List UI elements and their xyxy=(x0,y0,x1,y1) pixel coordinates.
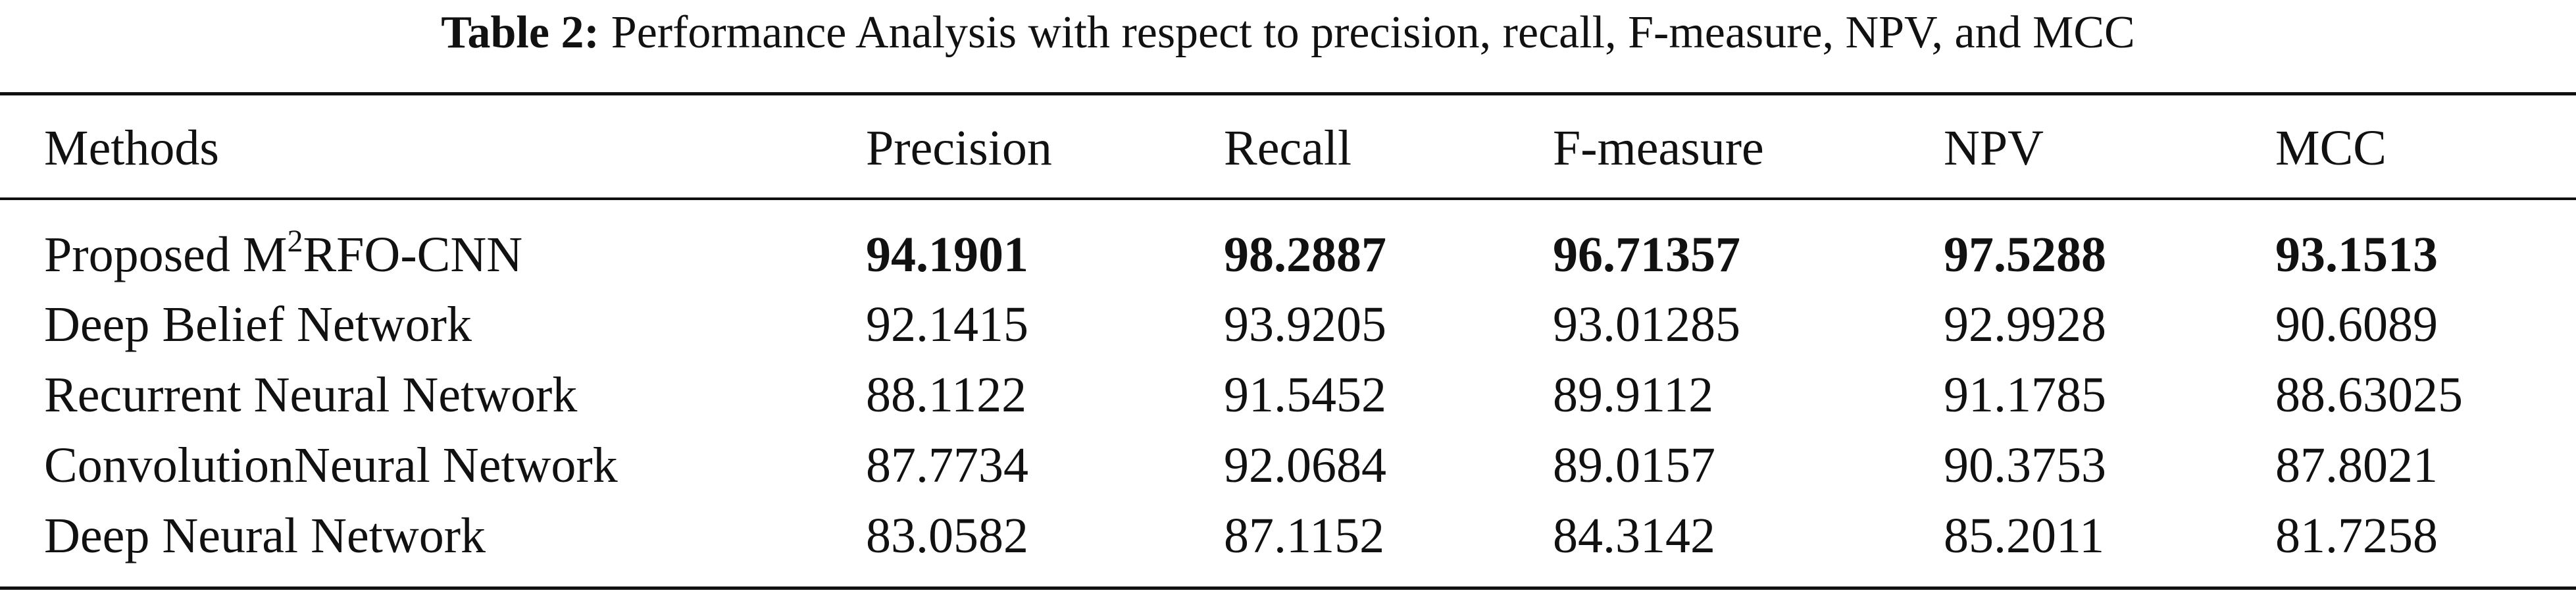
bottom-rule xyxy=(0,586,2576,590)
caption-label: Table 2: xyxy=(441,7,599,58)
method-cell: Recurrent Neural Network xyxy=(44,367,578,423)
value-cell: 85.2011 xyxy=(1944,508,2105,563)
value-cell: 92.1415 xyxy=(866,297,1028,352)
value-cell: 89.0157 xyxy=(1553,438,1715,493)
value-cell: 93.01285 xyxy=(1553,297,1740,352)
header-cell: MCC xyxy=(2275,120,2387,176)
value-cell: 96.71357 xyxy=(1553,227,1740,282)
method-text: RFO-CNN xyxy=(303,227,523,282)
value-cell: 90.3753 xyxy=(1944,438,2106,493)
mid-rule xyxy=(0,197,2576,200)
value-cell: 81.7258 xyxy=(2275,508,2438,563)
value-cell: 87.8021 xyxy=(2275,438,2438,493)
header-cell: Recall xyxy=(1224,120,1352,176)
value-cell: 83.0582 xyxy=(866,508,1028,563)
header-cell: NPV xyxy=(1944,120,2044,176)
value-cell: 88.63025 xyxy=(2275,367,2463,423)
method-superscript: 2 xyxy=(287,224,303,259)
method-cell: Deep Belief Network xyxy=(44,297,472,352)
method-cell: Deep Neural Network xyxy=(44,508,486,563)
header-cell: Methods xyxy=(44,120,219,176)
value-cell: 97.5288 xyxy=(1944,227,2106,282)
value-cell: 91.1785 xyxy=(1944,367,2106,423)
value-cell: 92.9928 xyxy=(1944,297,2106,352)
table-caption: Table 2: Performance Analysis with respec… xyxy=(0,7,2576,59)
value-cell: 98.2887 xyxy=(1224,227,1386,282)
value-cell: 84.3142 xyxy=(1553,508,1715,563)
value-cell: 90.6089 xyxy=(2275,297,2438,352)
value-cell: 89.9112 xyxy=(1553,367,1714,423)
method-cell: ConvolutionNeural Network xyxy=(44,438,618,493)
value-cell: 88.1122 xyxy=(866,367,1027,423)
header-cell: F-measure xyxy=(1553,120,1764,176)
value-cell: 93.1513 xyxy=(2275,227,2438,282)
value-cell: 87.1152 xyxy=(1224,508,1385,563)
value-cell: 94.1901 xyxy=(866,227,1028,282)
method-text: Proposed M xyxy=(44,227,288,282)
header-cell: Precision xyxy=(866,120,1052,176)
value-cell: 93.9205 xyxy=(1224,297,1386,352)
method-cell: Proposed M2RFO-CNN xyxy=(44,225,522,284)
caption-text: Performance Analysis with respect to pre… xyxy=(611,7,2135,58)
value-cell: 87.7734 xyxy=(866,438,1028,493)
value-cell: 92.0684 xyxy=(1224,438,1386,493)
value-cell: 91.5452 xyxy=(1224,367,1386,423)
top-rule xyxy=(0,92,2576,95)
